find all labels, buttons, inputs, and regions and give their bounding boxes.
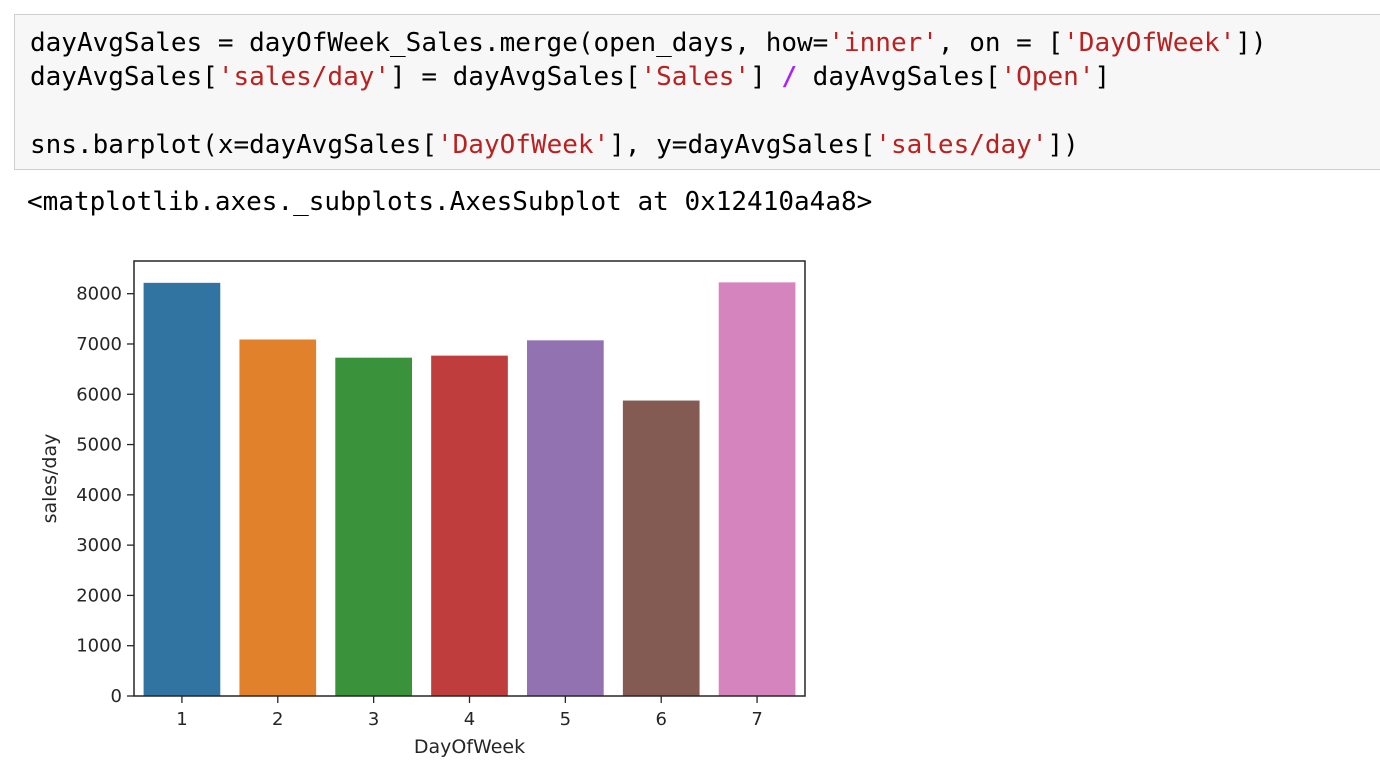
x-tick-label: 2 [272, 709, 283, 730]
code-token: ] = dayAvgSales[ [390, 62, 641, 92]
y-tick-label: 1000 [76, 636, 122, 657]
code-token: , on = [ [937, 28, 1064, 58]
code-token: ] [1094, 62, 1111, 92]
code-token: dayAvgSales[ [797, 62, 1001, 92]
x-tick-label: 5 [560, 709, 571, 730]
code-line-4[interactable]: sns.barplot(x=dayAvgSales['DayOfWeek'], … [30, 129, 1079, 161]
x-axis-label: DayOfWeek [414, 736, 525, 758]
x-tick-label: 4 [464, 709, 475, 730]
bar-7 [718, 282, 796, 696]
x-tick-label: 1 [176, 709, 187, 730]
x-tick-label: 7 [751, 709, 762, 730]
string-literal: 'inner' [828, 28, 938, 58]
code-token: dayAvgSales[ [30, 62, 218, 92]
bar-1 [143, 282, 221, 696]
bar-5 [527, 340, 604, 696]
bar-3 [335, 357, 412, 696]
y-tick-label: 6000 [76, 384, 122, 405]
string-literal: 'DayOfWeek' [1063, 28, 1236, 58]
cell-output-text: <matplotlib.axes._subplots.AxesSubplot a… [27, 187, 873, 217]
code-token: ]) [1235, 28, 1267, 58]
y-tick-label: 5000 [76, 435, 122, 456]
y-tick-label: 8000 [76, 284, 122, 305]
y-tick-label: 0 [111, 686, 122, 707]
code-token: sns.barplot(x=dayAvgSales[ [30, 130, 437, 160]
x-tick-label: 6 [655, 709, 666, 730]
string-literal: 'sales/day' [217, 62, 391, 92]
y-tick-label: 3000 [76, 535, 122, 556]
code-token: ], y=dayAvgSales[ [609, 130, 876, 160]
y-tick-label: 4000 [76, 485, 122, 506]
code-token: ] [750, 62, 782, 92]
operator: / [781, 62, 798, 92]
string-literal: 'DayOfWeek' [437, 130, 610, 160]
bar-2 [239, 339, 317, 696]
y-tick-label: 7000 [76, 334, 122, 355]
bar-4 [431, 355, 508, 696]
x-tick-label: 3 [368, 709, 379, 730]
bar-chart: 0 1000 2000 3000 4000 5000 6000 7000 8000 1 2 3 4 5 6 7… [39, 260, 806, 758]
code-cell[interactable]: dayAvgSales = dayOfWeek_Sales.merge(open… [14, 14, 1380, 170]
string-literal: 'Open' [1000, 62, 1095, 92]
string-literal: 'Sales' [640, 62, 751, 92]
code-token: dayAvgSales = dayOfWeek_Sales.merge(open… [30, 28, 829, 58]
bar-6 [622, 400, 700, 696]
code-line-2[interactable]: dayAvgSales['sales/day'] = dayAvgSales['… [30, 61, 1110, 93]
code-token: ]) [1047, 130, 1079, 160]
y-tick-label: 2000 [76, 585, 122, 606]
y-axis-label: sales/day [39, 434, 61, 524]
code-line-1[interactable]: dayAvgSales = dayOfWeek_Sales.merge(open… [30, 27, 1267, 59]
string-literal: 'sales/day' [875, 130, 1048, 160]
